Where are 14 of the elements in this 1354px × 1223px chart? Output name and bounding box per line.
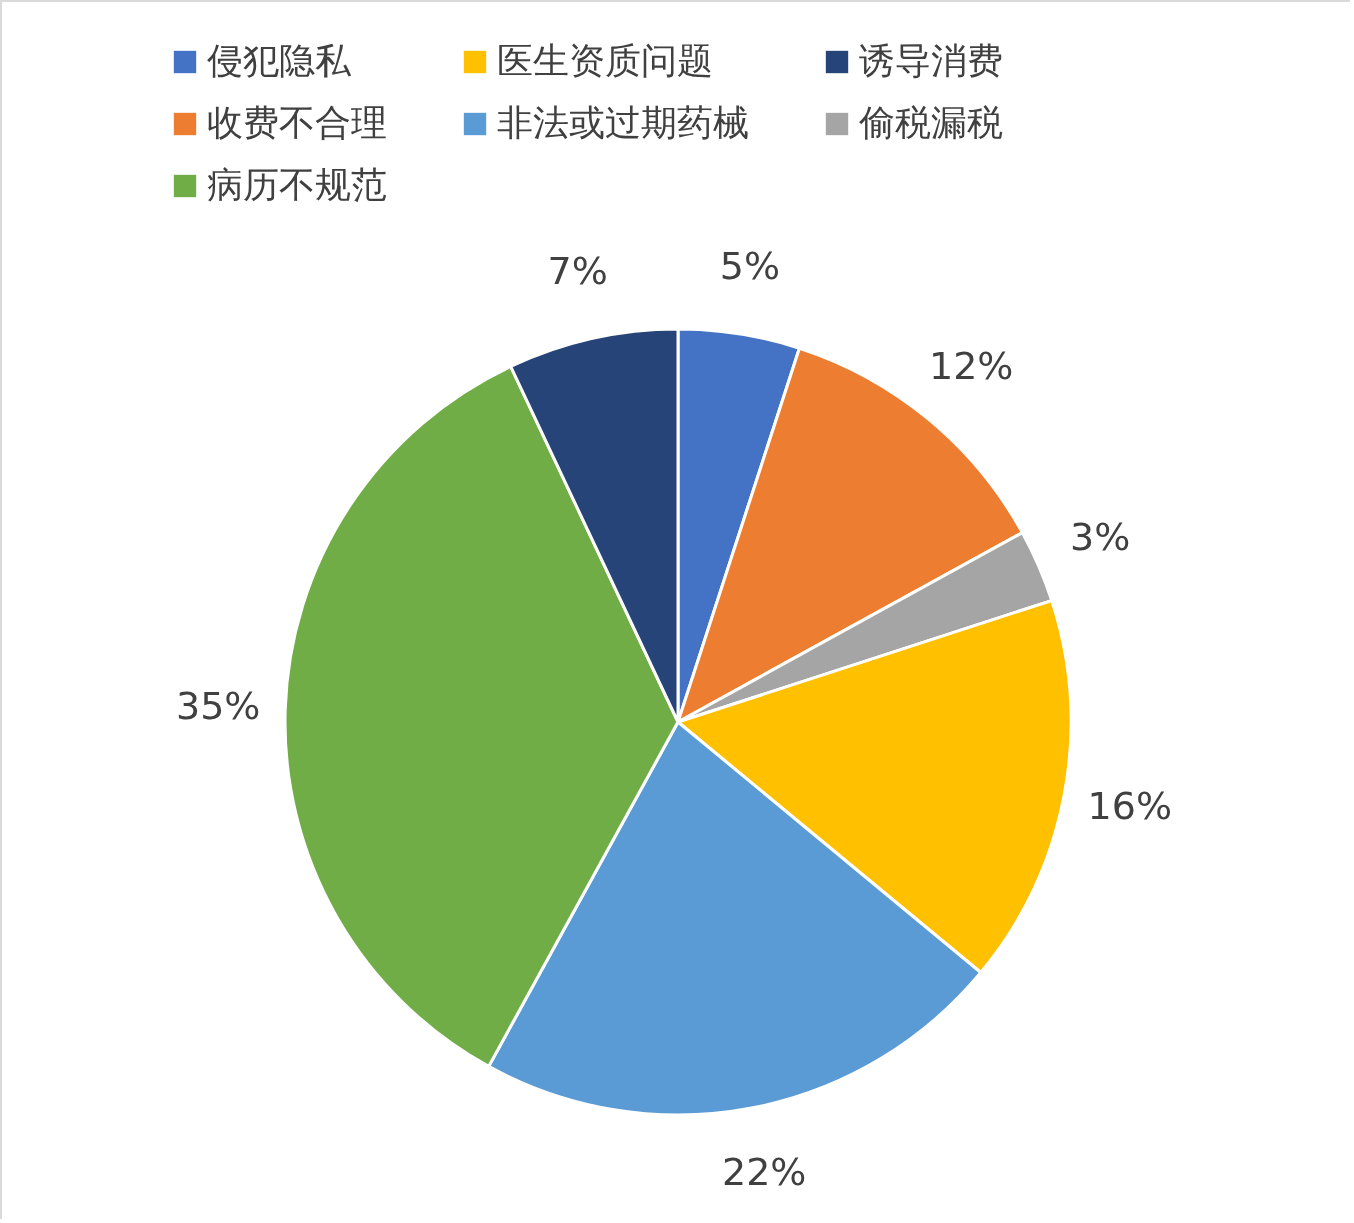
data-label: 7% — [547, 249, 608, 294]
data-label: 3% — [1070, 515, 1131, 560]
legend-label: 侵犯隐私 — [207, 40, 352, 81]
legend-label: 收费不合理 — [207, 102, 387, 143]
legend-label: 偷税漏税 — [859, 102, 1003, 143]
legend-label: 诱导消费 — [859, 40, 1003, 81]
legend-label: 医生资质问题 — [497, 40, 713, 81]
data-label: 5% — [719, 243, 781, 288]
data-label: 22% — [721, 1149, 807, 1194]
legend-label: 病历不规范 — [207, 164, 387, 205]
data-label: 12% — [928, 343, 1014, 388]
legend-label: 非法或过期药械 — [497, 102, 749, 143]
data-label: 35% — [175, 683, 261, 728]
data-label: 16% — [1087, 784, 1173, 829]
